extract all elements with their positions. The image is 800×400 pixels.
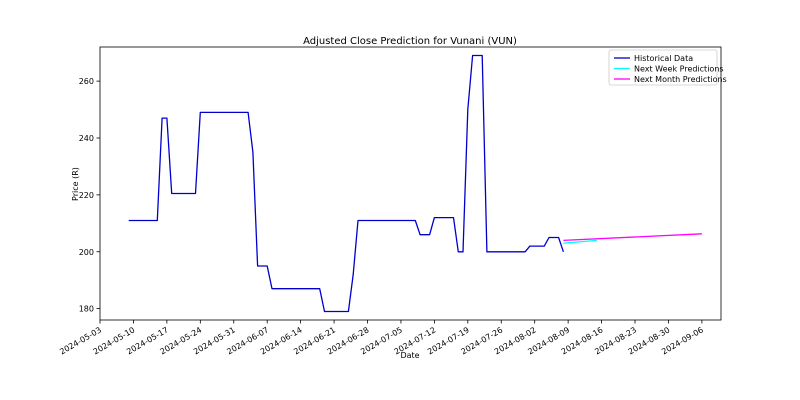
chart-title: Adjusted Close Prediction for Vunani (VU…: [303, 36, 517, 47]
plot-frame: [99, 46, 722, 321]
y-tick-label-1: 200: [79, 248, 94, 257]
y-tick-label-4: 260: [79, 77, 94, 86]
legend: Historical Data Next Week PredictionsNext…: [608, 49, 727, 86]
series-line-2: [563, 233, 702, 242]
y-axis: 180 200 220 240 260: [79, 77, 100, 314]
y-axis-label: Price (R): [71, 167, 80, 201]
series-line-0: [128, 54, 565, 313]
legend-entry-2: Next Month Predictions: [634, 75, 727, 84]
legend-box: [608, 49, 718, 86]
y-tick-label-2: 220: [79, 191, 94, 200]
x-axis-label: Date: [400, 351, 419, 360]
y-tick-label-3: 240: [79, 134, 94, 143]
legend-entry-1: Next Week Predictions: [634, 65, 724, 74]
series-line-1: [563, 239, 597, 244]
y-tick-label-0: 180: [79, 305, 94, 314]
plot-area: [128, 54, 702, 313]
legend-entry-0: Historical Data: [634, 54, 693, 63]
